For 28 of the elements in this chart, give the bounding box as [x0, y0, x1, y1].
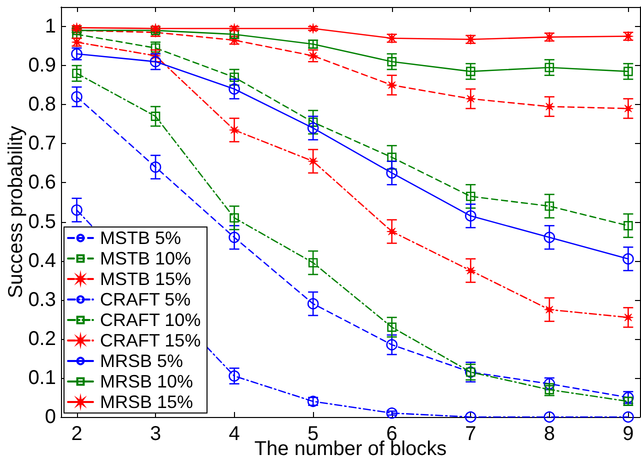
y-axis-title: Success probability: [5, 126, 27, 298]
x-tick-label: 7: [465, 423, 476, 445]
x-tick-label: 4: [228, 423, 240, 445]
y-tick-label: 0.3: [28, 288, 56, 311]
y-tick-label: 0.8: [28, 94, 56, 116]
x-tick-label: 9: [622, 423, 634, 445]
legend-label: CRAFT 5%: [100, 290, 191, 310]
legend-label: CRAFT 15%: [100, 330, 201, 350]
legend-label: MRSB 5%: [100, 351, 184, 371]
y-tick-label: 0.7: [28, 132, 56, 155]
legend-label: MSTB 10%: [100, 248, 192, 268]
y-tick-label: 0: [44, 406, 56, 428]
y-tick-label: 0.4: [28, 250, 56, 272]
y-tick-label: 0.2: [28, 328, 56, 350]
x-tick-label: 2: [71, 423, 82, 445]
y-tick-label: 0.5: [28, 210, 56, 233]
legend-label: MSTB 5%: [100, 228, 182, 248]
legend-label: MRSB 10%: [100, 372, 194, 392]
legend-label: CRAFT 10%: [100, 310, 201, 330]
x-tick-label: 8: [544, 423, 555, 445]
y-tick-label: 0.9: [28, 54, 56, 77]
y-tick-label: 0.6: [28, 172, 56, 194]
legend-label: MSTB 15%: [100, 269, 192, 289]
y-tick-label: 1: [44, 16, 56, 38]
x-tick-label: 3: [150, 423, 162, 445]
y-tick-label: 0.1: [28, 366, 56, 389]
legend-label: MRSB 15%: [100, 392, 194, 412]
x-tick-label: 5: [308, 423, 319, 445]
